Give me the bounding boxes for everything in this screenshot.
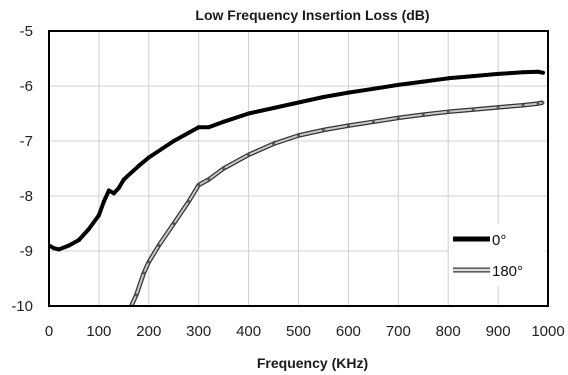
series-0deg-point bbox=[271, 106, 276, 110]
series-0deg-point bbox=[221, 119, 226, 124]
series-180deg-point bbox=[371, 120, 375, 124]
series-0deg-point bbox=[186, 130, 191, 135]
series-180deg-point bbox=[536, 102, 540, 106]
series-0deg-point bbox=[471, 74, 476, 79]
x-tick-label: 0 bbox=[45, 323, 53, 340]
series-180deg-point bbox=[521, 103, 525, 107]
series-0deg-point bbox=[51, 246, 56, 251]
series-180deg-point bbox=[207, 178, 211, 181]
series-0deg-point bbox=[106, 188, 111, 193]
x-tick-label: 400 bbox=[236, 323, 261, 340]
x-tick-label: 300 bbox=[186, 323, 211, 340]
series-180deg-point bbox=[147, 260, 151, 264]
x-tick-label: 100 bbox=[86, 323, 111, 340]
y-tick-label: -9 bbox=[20, 243, 33, 260]
legend-box bbox=[449, 224, 545, 286]
series-180deg-line bbox=[130, 101, 544, 306]
series-180deg-point bbox=[172, 222, 176, 225]
series-180deg-point bbox=[346, 124, 350, 128]
series-0deg-point bbox=[496, 71, 501, 76]
series-0deg-point bbox=[446, 76, 451, 81]
x-tick-label: 900 bbox=[486, 323, 511, 340]
series-0deg-point bbox=[246, 111, 251, 116]
x-axis-title: Frequency (KHz) bbox=[257, 355, 368, 371]
series-0deg-point bbox=[56, 247, 61, 252]
series-0deg-point bbox=[66, 243, 71, 248]
series-0deg-point bbox=[101, 199, 106, 204]
legend-label-180deg: 180° bbox=[492, 263, 523, 280]
series-180deg-point bbox=[222, 167, 226, 170]
y-tick-label: -10 bbox=[11, 298, 33, 315]
x-tick-label: 500 bbox=[286, 323, 311, 340]
series-180deg-point bbox=[396, 116, 400, 120]
legend: 0° 180° bbox=[449, 224, 545, 286]
series-180deg-point bbox=[321, 128, 325, 132]
series-0deg-point bbox=[171, 139, 176, 143]
x-tick-label: 1000 bbox=[531, 323, 564, 340]
series-0deg-point bbox=[136, 163, 141, 168]
plot-frame bbox=[48, 30, 549, 307]
legend-label-0deg: 0° bbox=[492, 232, 506, 249]
x-tick-label: 600 bbox=[336, 323, 361, 340]
series-0deg-point bbox=[111, 191, 116, 196]
series-0deg-point bbox=[396, 82, 401, 87]
series-180deg-point bbox=[187, 200, 191, 203]
series-0deg-point bbox=[206, 125, 211, 130]
series-0deg-point bbox=[536, 69, 541, 74]
series-0deg-point bbox=[196, 125, 201, 130]
series-0deg-line bbox=[49, 69, 544, 252]
y-tick-label: -6 bbox=[20, 78, 33, 95]
x-tick-label: 200 bbox=[136, 323, 161, 340]
series-0deg-point bbox=[296, 100, 301, 105]
x-tick-label: 800 bbox=[436, 323, 461, 340]
series-0deg-point bbox=[346, 90, 351, 95]
series-0deg-point bbox=[76, 238, 81, 242]
x-tick-label: 700 bbox=[386, 323, 411, 340]
series-0deg-point bbox=[371, 86, 376, 91]
series-180deg-point bbox=[421, 113, 425, 117]
series-180deg-point bbox=[142, 271, 146, 275]
series-180deg-point bbox=[134, 293, 138, 297]
series-180deg-point bbox=[471, 108, 475, 112]
series-180deg-point bbox=[247, 153, 251, 157]
series-0deg-point bbox=[96, 213, 101, 218]
tick-labels: 0 100 200 300 400 500 600 700 800 900 1000 -5 -6 -7 -8… bbox=[11, 23, 564, 340]
chart-title: Low Frequency Insertion Loss (dB) bbox=[195, 7, 429, 23]
y-tick-label: -5 bbox=[20, 23, 33, 40]
series-0deg-point bbox=[541, 70, 546, 75]
series-layer bbox=[49, 69, 546, 306]
y-tick-label: -8 bbox=[20, 188, 33, 205]
series-0deg-point bbox=[146, 155, 151, 160]
series-180deg-point bbox=[272, 142, 276, 146]
series-180deg-point bbox=[197, 183, 201, 187]
series-0deg-point bbox=[116, 185, 121, 190]
series-0deg-point bbox=[421, 79, 426, 84]
y-tick-label: -7 bbox=[20, 133, 33, 150]
series-180deg-point bbox=[496, 105, 500, 109]
series-0deg-point bbox=[321, 95, 326, 99]
series-0deg-point bbox=[521, 70, 526, 75]
series-180deg-point bbox=[157, 244, 161, 247]
series-0deg-point bbox=[86, 227, 91, 231]
series-180deg-point bbox=[446, 110, 450, 114]
series-180deg-point bbox=[541, 101, 545, 104]
series-180deg-point bbox=[297, 134, 300, 137]
series-0deg-point bbox=[121, 177, 126, 182]
